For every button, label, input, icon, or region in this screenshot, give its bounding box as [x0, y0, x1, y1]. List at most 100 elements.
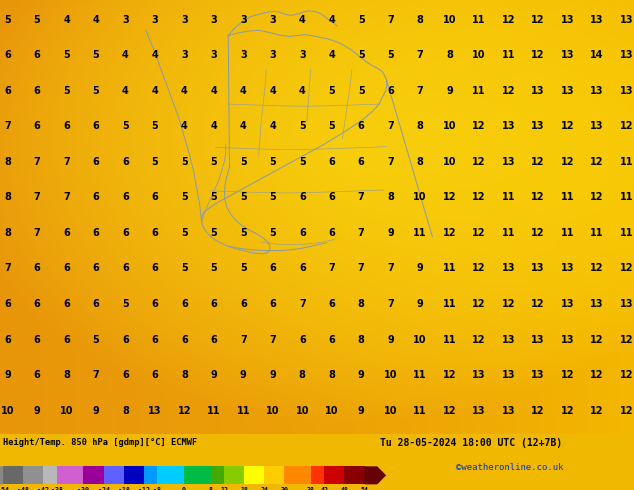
Text: 7: 7 [417, 86, 424, 96]
Text: 5: 5 [181, 157, 188, 167]
Text: 12: 12 [472, 228, 486, 238]
Text: 12: 12 [560, 370, 574, 380]
Text: 18: 18 [240, 487, 248, 490]
Text: 12: 12 [501, 15, 515, 24]
Text: 3: 3 [269, 15, 276, 24]
Text: 5: 5 [240, 157, 247, 167]
Text: 5: 5 [269, 228, 276, 238]
Text: 5: 5 [4, 15, 11, 24]
Text: 9: 9 [387, 335, 394, 344]
Text: 11: 11 [472, 15, 486, 24]
Text: 10: 10 [413, 335, 427, 344]
Text: 5: 5 [210, 264, 217, 273]
Text: 13: 13 [531, 121, 545, 131]
Text: 9: 9 [417, 264, 424, 273]
Text: 7: 7 [63, 192, 70, 202]
Text: -12: -12 [138, 487, 150, 490]
Text: 6: 6 [63, 228, 70, 238]
Bar [344, 466, 365, 484]
Text: 5: 5 [152, 121, 158, 131]
Text: 8: 8 [4, 157, 11, 167]
Text: ©weatheronline.co.uk: ©weatheronline.co.uk [456, 463, 564, 472]
Text: 4: 4 [152, 50, 158, 60]
Bar [84, 466, 103, 484]
Text: -18: -18 [118, 487, 129, 490]
Text: 6: 6 [328, 299, 335, 309]
Text: 11: 11 [443, 264, 456, 273]
Text: 7: 7 [63, 157, 70, 167]
FancyArrow shape [0, 466, 3, 484]
Text: 12: 12 [531, 228, 545, 238]
Text: 7: 7 [417, 50, 424, 60]
Text: 4: 4 [152, 86, 158, 96]
Text: 10: 10 [443, 157, 456, 167]
Text: 6: 6 [240, 299, 247, 309]
Text: 4: 4 [122, 86, 129, 96]
Bar [224, 466, 244, 484]
Text: 4: 4 [122, 50, 129, 60]
Text: 12: 12 [590, 406, 604, 416]
Text: 4: 4 [181, 121, 188, 131]
Text: 12: 12 [531, 50, 545, 60]
Text: 6: 6 [122, 370, 129, 380]
Text: -38: -38 [51, 487, 63, 490]
Text: 7: 7 [387, 15, 394, 24]
Text: 6: 6 [152, 228, 158, 238]
Text: 7: 7 [4, 264, 11, 273]
Text: 12: 12 [590, 157, 604, 167]
Text: 11: 11 [236, 406, 250, 416]
Text: 9: 9 [34, 406, 41, 416]
Text: 6: 6 [387, 86, 394, 96]
Text: Height/Temp. 850 hPa [gdmp][°C] ECMWF: Height/Temp. 850 hPa [gdmp][°C] ECMWF [3, 438, 197, 446]
Text: 6: 6 [34, 86, 41, 96]
Text: 6: 6 [152, 370, 158, 380]
Bar [144, 466, 157, 484]
Text: 11: 11 [560, 192, 574, 202]
Text: 6: 6 [358, 157, 365, 167]
Text: 13: 13 [531, 264, 545, 273]
Text: 4: 4 [240, 121, 247, 131]
Text: 13: 13 [472, 370, 486, 380]
Text: 11: 11 [501, 228, 515, 238]
Text: 4: 4 [299, 86, 306, 96]
Text: 6: 6 [181, 299, 188, 309]
Text: 5: 5 [210, 157, 217, 167]
Text: 10: 10 [266, 406, 280, 416]
Text: 38: 38 [307, 487, 315, 490]
Text: 13: 13 [590, 121, 604, 131]
Text: -54: -54 [0, 487, 9, 490]
Text: 10: 10 [384, 370, 398, 380]
Text: 7: 7 [93, 370, 100, 380]
Text: 6: 6 [93, 157, 100, 167]
Text: 12: 12 [531, 192, 545, 202]
Text: 3: 3 [240, 15, 247, 24]
Text: 12: 12 [531, 406, 545, 416]
Text: 3: 3 [181, 50, 188, 60]
Text: 12: 12 [619, 121, 633, 131]
Text: 11: 11 [472, 86, 486, 96]
Text: 5: 5 [387, 50, 394, 60]
Text: 7: 7 [299, 299, 306, 309]
Text: 12: 12 [472, 299, 486, 309]
Text: 10: 10 [60, 406, 74, 416]
Text: 13: 13 [590, 15, 604, 24]
Text: 6: 6 [63, 264, 70, 273]
Text: 42: 42 [320, 487, 328, 490]
Bar [264, 466, 284, 484]
Text: 11: 11 [413, 228, 427, 238]
Text: 6: 6 [93, 264, 100, 273]
Text: 7: 7 [387, 299, 394, 309]
Text: 7: 7 [387, 157, 394, 167]
Text: 8: 8 [358, 299, 365, 309]
Text: 5: 5 [93, 50, 100, 60]
Text: 12: 12 [472, 335, 486, 344]
Text: 7: 7 [4, 121, 11, 131]
Bar [311, 466, 325, 484]
Text: 13: 13 [148, 406, 162, 416]
Text: 13: 13 [560, 335, 574, 344]
Text: 7: 7 [387, 264, 394, 273]
Text: 13: 13 [501, 335, 515, 344]
Text: 4: 4 [328, 50, 335, 60]
Text: 7: 7 [358, 228, 365, 238]
Text: 13: 13 [590, 299, 604, 309]
